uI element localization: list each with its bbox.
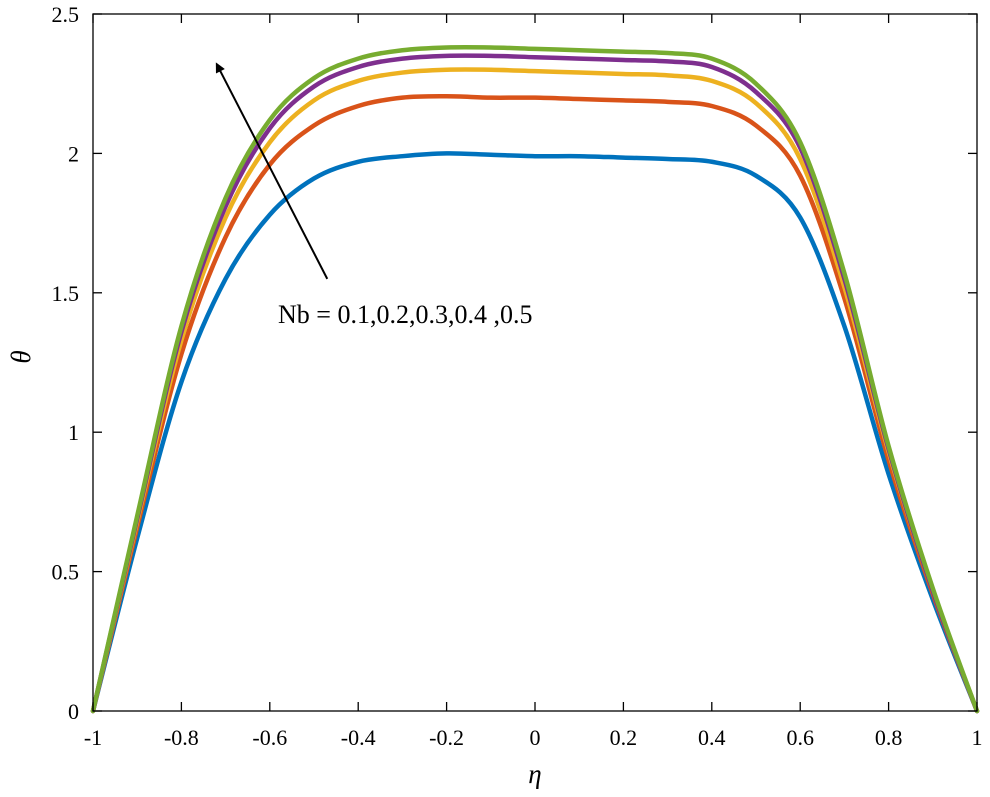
- x-tick-label: 0.6: [786, 725, 814, 750]
- x-tick-label: 1: [972, 725, 983, 750]
- series-line-1: [90, 151, 980, 714]
- y-axis-label: θ: [6, 350, 36, 363]
- y-tick-label: 0.5: [52, 560, 80, 585]
- x-tick-label: 0: [530, 725, 541, 750]
- x-tick-label: 0.4: [698, 725, 726, 750]
- x-tick-label: -0.2: [429, 725, 464, 750]
- x-tick-label: 0.2: [610, 725, 638, 750]
- series-line-2: [90, 93, 980, 714]
- x-axis-label: η: [528, 759, 541, 789]
- x-tick-label: -0.4: [341, 725, 376, 750]
- y-tick-label: 1.5: [52, 281, 80, 306]
- x-tick-label: -0.8: [164, 725, 199, 750]
- y-tick-label: 0: [68, 699, 79, 724]
- plot-frame: [92, 13, 978, 712]
- x-tick-label: -0.6: [252, 725, 287, 750]
- annotation-layer: Nb = 0.1,0.2,0.3,0.4 ,0.5: [215, 62, 532, 329]
- x-tick-label: 0.8: [875, 725, 903, 750]
- y-tick-label: 2.5: [52, 2, 80, 27]
- annotation-arrow: [215, 62, 329, 280]
- annotation-text: Nb = 0.1,0.2,0.3,0.4 ,0.5: [278, 300, 532, 329]
- series-line-5: [90, 44, 980, 714]
- y-tick-label: 1: [68, 420, 79, 445]
- x-tick-label: -1: [84, 725, 102, 750]
- tick-layer: -1 -0.8 -0.6 -0.4 -0.2 0 0.2 0.4 0.6 0.8 1 0 0.5 1 1.5…: [52, 2, 983, 750]
- y-tick-label: 2: [68, 141, 79, 166]
- plot-area: [93, 14, 977, 711]
- series-layer: [90, 44, 980, 714]
